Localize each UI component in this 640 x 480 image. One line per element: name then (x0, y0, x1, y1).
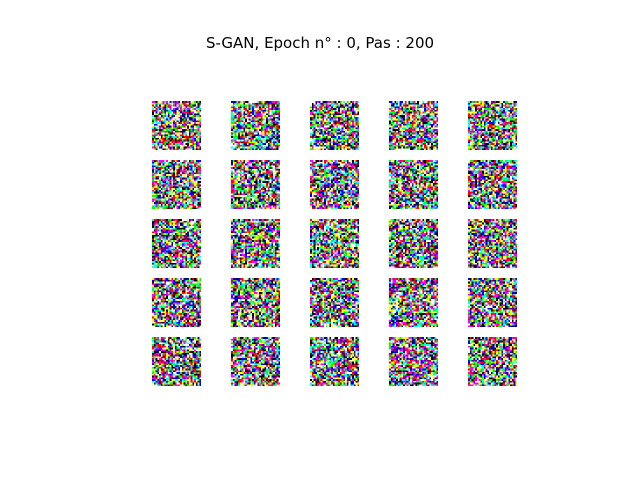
generated-sample-image (152, 160, 201, 209)
generated-sample-image (310, 101, 359, 150)
generated-sample-image (389, 278, 438, 327)
generated-sample-image (389, 219, 438, 268)
generated-sample-image (310, 219, 359, 268)
generated-sample-image (468, 101, 517, 150)
generated-sample-image (389, 101, 438, 150)
generated-sample-image (231, 160, 280, 209)
generated-sample-image (231, 278, 280, 327)
generated-sample-image (231, 101, 280, 150)
generated-sample-image (231, 219, 280, 268)
generated-sample-image (310, 278, 359, 327)
generated-sample-image (231, 337, 280, 386)
generated-sample-image (468, 337, 517, 386)
generated-sample-image (468, 278, 517, 327)
generated-sample-image (152, 219, 201, 268)
generated-sample-image (310, 337, 359, 386)
generated-sample-image (310, 160, 359, 209)
generated-sample-image (152, 337, 201, 386)
generated-sample-image (389, 160, 438, 209)
generated-sample-image (152, 278, 201, 327)
generated-sample-image (468, 160, 517, 209)
figure-title: S-GAN, Epoch n° : 0, Pas : 200 (205, 34, 435, 52)
generated-sample-image (468, 219, 517, 268)
generated-sample-image (389, 337, 438, 386)
generated-sample-image (152, 101, 201, 150)
